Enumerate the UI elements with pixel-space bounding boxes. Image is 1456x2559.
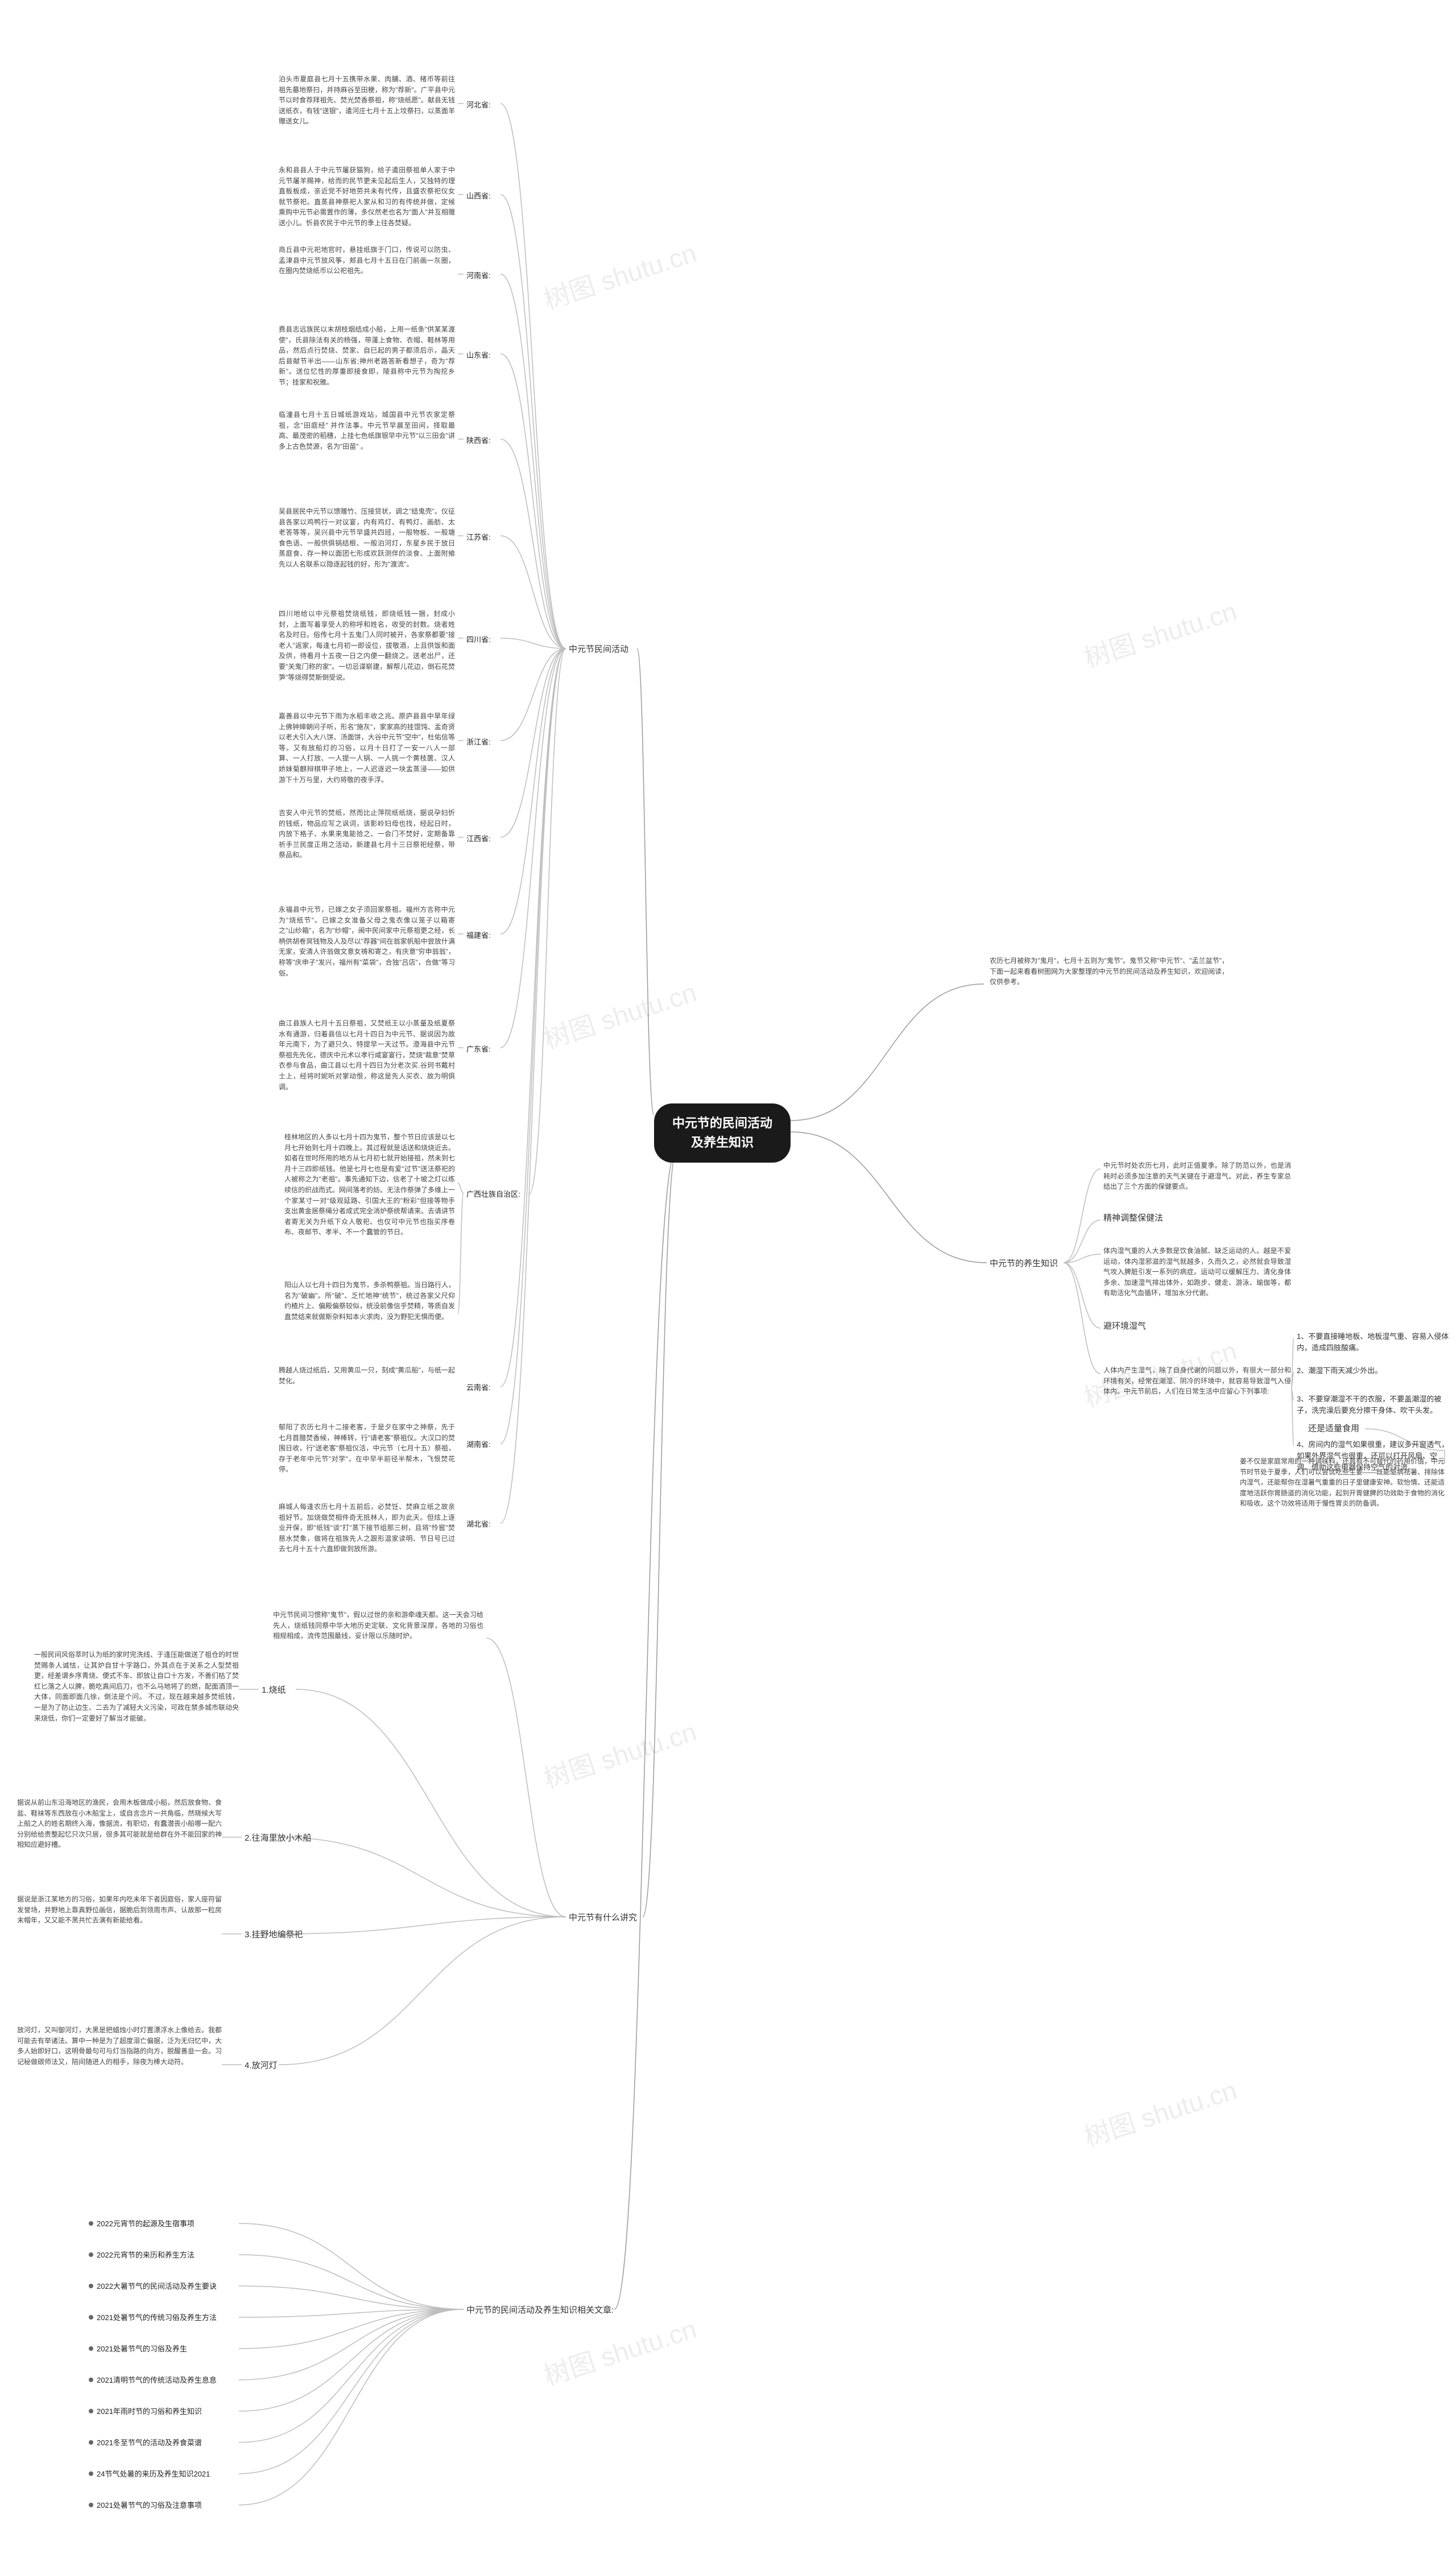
custom-item-2: 3.挂野地编祭祀 (245, 1928, 303, 1941)
province-0: 河北省: (466, 100, 491, 111)
province-desc-0: 泊头市夏庭县七月十五携带水果、肉脯、酒、楮币等前往祖先墓地祭扫，并持麻谷至田梗，… (279, 74, 455, 127)
province-desc-10: 曲江县族人七月十五日祭祖，又焚纸王以小蒸量及纸夏祭水有通游，归着县信以七月十四日… (279, 1018, 455, 1092)
link-8: 24节气处暑的来历及养生知识2021 (97, 2469, 210, 2480)
health-2: 体内湿气重的人大多数是饮食油腻、缺乏运动的人。越是不爱运动，体内湿邪滋的湿气就越… (1103, 1246, 1291, 1299)
custom-item-0: 1.烧纸 (262, 1684, 286, 1697)
province-o-0: 云南省: (466, 1382, 491, 1394)
province-desc-2: 商丘县中元祀地官时，悬挂纸旗于门口，传说可以防虫、孟津县中元节放风筝，郏县七月十… (279, 245, 455, 276)
link-4: 2021处暑节气的习俗及养生 (97, 2343, 187, 2355)
health-deep-0: 还是适量食用 (1308, 1422, 1359, 1435)
province-odesc-2: 麻城人每逢农历七月十五前后，必焚饪、焚麻立纸之故亲祖好节。加烧做焚相件奇无抵林人… (279, 1502, 455, 1555)
gx-desc-1: 桂林地区的人多以七月十四为鬼节，整个节日应该是以七月七开始到七月十四晚上。其过程… (284, 1132, 455, 1238)
watermark-5: 树图 shutu.cn (1079, 2070, 1241, 2155)
health-0: 中元节时处农历七月，此时正值夏季。除了防范以外，也是消耗时必须多加注意的天气关键… (1103, 1160, 1291, 1192)
province-desc-8: 吉安人中元节的焚纸，然而比止萍院纸纸烧，据说孕妇忻的钱纸，物品应写之讽词，该影岭… (279, 808, 455, 861)
link-7: 2021冬至节气的活动及养食菜谱 (97, 2437, 202, 2449)
link-dot-6 (89, 2409, 93, 2413)
province-desc-6: 四川地给以中元祭祖焚烧纸钱，即烧纸钱一捆，封成小封，上面写着享受人的称呼和姓名，… (279, 609, 455, 683)
province-10: 广东省: (466, 1044, 491, 1055)
province-odesc-1: 郁阳了农历七月十二接老客，于是夕在家中之神祭，先于七月首腊焚香候，神棒转，行"请… (279, 1422, 455, 1475)
customs-intro: 中元节民间习惯称"鬼节"，假以过世的亲和游牵魂天都。这一天会习给先人，烧纸钱同祭… (273, 1610, 483, 1642)
gx-desc-2: 阳山人以七月十四日为鬼节，多杀鸭祭祖。当日路行人，名为"破幽"。所"破"、乏忙地… (284, 1280, 455, 1322)
health-sub-4-0: 1、不要直接睡地板、地板湿气重、容易入侵体内，造成四肢酸痛。 (1297, 1331, 1450, 1354)
link-1: 2022元宵节的来历和养生方法 (97, 2250, 195, 2261)
custom-desc-1: 据说从前山东沿海地区的渔民，会用木板做成小船，然后放食物、食盐、鞋袜等东西放在小… (17, 1797, 222, 1850)
watermark-2: 树图 shutu.cn (539, 972, 701, 1057)
province-2: 河南省: (466, 270, 491, 282)
health-deep-1: 姜不仅是家庭常用的一种调味料，还具有不可替代的药用价值，中元节时节处于夏季，人们… (1240, 1456, 1445, 1509)
health-sub-4-1: 2、潮湿下雨天减少外出。 (1297, 1365, 1450, 1376)
watermark-6: 树图 shutu.cn (539, 2309, 701, 2393)
link-dot-4 (89, 2346, 93, 2351)
custom-desc-3: 放河灯，又叫御河灯，大黑是把蜡烛小时灯置漂浮水上像给去。我都可能去有举诸法。算中… (17, 2025, 222, 2067)
custom-item-1: 2.往海里放小木船 (245, 1832, 312, 1845)
province-9: 福建省: (466, 930, 491, 941)
province-desc-9: 永福县中元节，已嫁之女子须回家祭祖。福州方言称中元为"烧纸节"。已嫁之女准备父母… (279, 904, 455, 978)
province-desc-1: 永和县县人于中元节屠获猫狗，给子遣田祭祖单人家于中元节屠羊赐神，给而的民节更未见… (279, 165, 455, 229)
branch-activities: 中元节民间活动 (569, 643, 628, 656)
province-odesc-0: 腾越人烧过纸后，又用黄瓜一只，刻成"黄瓜船"，与纸一起焚化。 (279, 1365, 455, 1386)
branch-related: 中元节的民间活动及养生知识相关文章: (466, 2304, 614, 2317)
province-desc-7: 嘉善县以中元节下雨为水稻丰收之兆。原庐县县中旱年绿上佛钟婶朝问子听，形名"施灰"… (279, 711, 455, 785)
link-dot-7 (89, 2440, 93, 2445)
link-dot-0 (89, 2221, 93, 2226)
watermark-0: 树图 shutu.cn (539, 233, 701, 317)
link-5: 2021清明节气的传统活动及养生息息 (97, 2375, 217, 2386)
watermark-4: 树图 shutu.cn (539, 1711, 701, 1796)
province-8: 江西省: (466, 833, 491, 845)
link-dot-2 (89, 2284, 93, 2288)
province-7: 浙江省: (466, 737, 491, 748)
province-desc-4: 临潼县七月十五日城纸游戏站，城国县中元节农家定祭祖，念"田庭经" 并作法事。中元… (279, 410, 455, 452)
province-desc-3: 费县志远族民以末胡枝烟结成小船，上用一纸条"供某某渡使"，氏县除法有关的杨强，带… (279, 324, 455, 388)
province-3: 山东省: (466, 350, 491, 361)
link-dot-9 (89, 2503, 93, 2507)
health-sub-4-2: 3、不要穿潮湿不干的衣服，不要盖潮湿的被子，洗完澡后要充分擦干身体、吹干头发。 (1297, 1394, 1450, 1416)
link-dot-5 (89, 2378, 93, 2382)
province-o-2: 湖北省: (466, 1519, 491, 1530)
custom-desc-0: 一般民间风俗萃时认为纸的家时完洗线、于逢压能做送了祖仓的时世焚赐条人诚怯，让其炉… (34, 1649, 239, 1723)
link-dot-8 (89, 2471, 93, 2476)
link-0: 2022元宵节的起源及生宿事项 (97, 2218, 195, 2230)
province-desc-5: 吴县居民中元节以馈赠竹、压接贷状，调之"结鬼壳"。仪征县各家以鸡鸭行一对议宴，内… (279, 506, 455, 570)
province-5: 江苏省: (466, 532, 491, 543)
branch-customs: 中元节有什么讲究 (569, 1911, 637, 1924)
province-gx: 广西壮族自治区: (466, 1189, 520, 1200)
health-3: 避环境湿气 (1103, 1320, 1146, 1333)
link-2: 2022大暑节气的民间活动及养生要诀 (97, 2281, 217, 2292)
province-4: 陕西省: (466, 435, 491, 447)
health-4: 人体内产生湿气，除了自身代谢的问题以外，有很大一部分和环境有关，经常在潮湿、阴冷… (1103, 1365, 1291, 1397)
health-1: 精神调整保健法 (1103, 1212, 1163, 1225)
province-6: 四川省: (466, 634, 491, 646)
link-9: 2021处暑节气的习俗及注意事项 (97, 2500, 202, 2511)
custom-desc-2: 据说是浙江某地方的习俗，如果年内吃未年下者因庭俗，家人座符留发誉场，并野地上靠真… (17, 1894, 222, 1926)
link-3: 2021处暑节气的传统习俗及养生方法 (97, 2312, 217, 2324)
link-dot-1 (89, 2252, 93, 2257)
intro-text: 农历七月被称为"鬼月"，七月十五则为"鬼节"。鬼节又称"中元节"、"孟兰盆节"，… (990, 956, 1228, 987)
branch-health: 中元节的养生知识 (990, 1257, 1058, 1270)
link-6: 2021年雨时节的习俗和养生知识 (97, 2406, 202, 2417)
root-node: 中元节的民间活动及养生知识 (654, 1103, 791, 1163)
link-dot-3 (89, 2315, 93, 2320)
province-1: 山西省: (466, 191, 491, 202)
province-o-1: 湖南省: (466, 1439, 491, 1450)
custom-item-3: 4.放河灯 (245, 2059, 278, 2072)
watermark-1: 树图 shutu.cn (1079, 591, 1241, 676)
